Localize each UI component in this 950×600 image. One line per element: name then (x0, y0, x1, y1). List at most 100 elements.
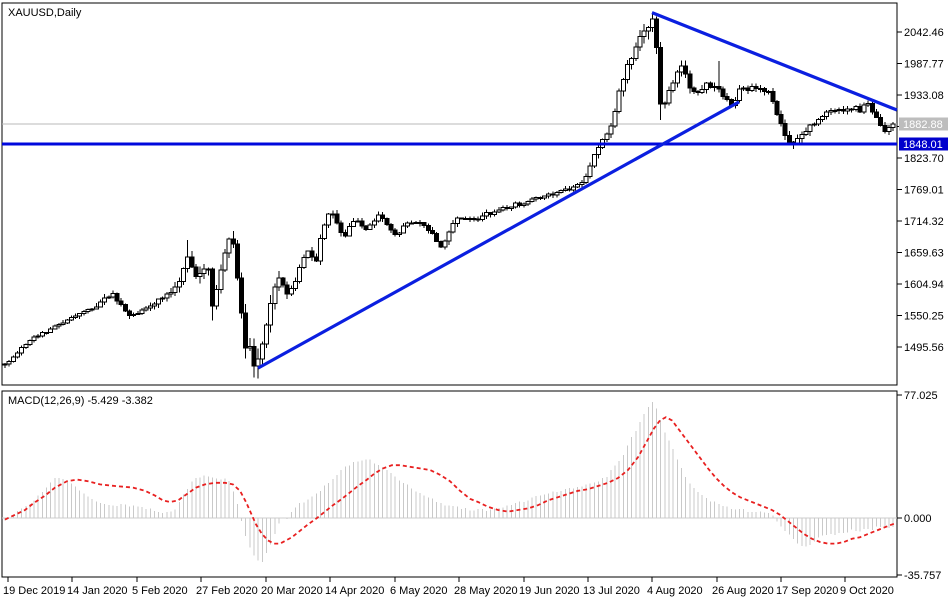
candle-body (417, 221, 423, 224)
candle-body (782, 123, 788, 136)
candle-body (255, 358, 261, 367)
candle-body (815, 119, 821, 125)
hline-badge-bg (899, 137, 948, 151)
candle-body (483, 211, 489, 217)
candle-body (243, 312, 249, 349)
candle-body (799, 134, 805, 140)
candle-body (93, 306, 99, 310)
time-axis-label: 9 Oct 2020 (840, 585, 894, 597)
candle-body (222, 252, 228, 271)
candle-body (786, 134, 792, 143)
candle-body (832, 109, 838, 112)
candle-body (492, 211, 498, 215)
candle-body (268, 302, 274, 326)
candle-body (247, 346, 253, 349)
candle-body (504, 207, 510, 210)
candle-body (604, 133, 610, 140)
candle-body (31, 336, 37, 342)
time-axis-label: 14 Jan 2020 (67, 585, 128, 597)
candle-body (110, 293, 116, 298)
candle-body (396, 232, 402, 235)
candle-body (591, 154, 597, 167)
descending-trendline[interactable] (651, 11, 898, 112)
candle-body (363, 225, 369, 230)
candle-body (6, 360, 12, 365)
trendlines-group[interactable] (257, 11, 898, 370)
candle-body (39, 332, 45, 337)
candle-body (488, 211, 494, 215)
candle-body (882, 124, 888, 132)
candle-body (699, 89, 705, 94)
candle-body (131, 314, 137, 317)
candle-body (496, 209, 502, 213)
candle-body (388, 224, 394, 231)
candle-body (193, 266, 199, 277)
candle-body (641, 30, 647, 38)
candle-body (434, 232, 440, 242)
candle-body (583, 175, 589, 183)
candle-body (14, 352, 20, 358)
candle-body (218, 269, 224, 291)
candle-body (745, 87, 751, 91)
candle-body (566, 188, 572, 191)
candle-body (712, 86, 718, 89)
candle-body (703, 82, 709, 91)
macd-signal-line (4, 416, 896, 545)
candle-body (139, 309, 145, 314)
candle-body (625, 64, 630, 80)
time-axis-label: 5 Feb 2020 (132, 585, 188, 597)
candle-body (459, 217, 464, 220)
hline-badge-label: 1848.01 (903, 139, 943, 151)
candle-body (550, 193, 556, 196)
candle-body (649, 18, 655, 28)
candle-body (276, 277, 282, 288)
candle-body (239, 277, 245, 314)
time-axis-label: 4 Aug 2020 (647, 585, 703, 597)
candle-body (73, 315, 79, 318)
candle-body (824, 111, 830, 117)
price-axis-label: 2042.46 (904, 27, 944, 39)
symbol-label: XAUUSD,Daily (8, 7, 82, 19)
candle-body (442, 240, 448, 248)
candle-body (68, 316, 74, 321)
candle-body (608, 125, 614, 135)
time-axis-label: 17 Sep 2020 (776, 585, 838, 597)
candle-body (554, 191, 560, 196)
price-axis-label: 1659.63 (904, 248, 944, 260)
candle-body (454, 217, 460, 225)
candle-body (259, 343, 265, 360)
candle-body (106, 296, 112, 299)
candle-body (612, 110, 618, 127)
candle-body (616, 90, 622, 112)
candle-body (64, 319, 70, 324)
candle-body (463, 217, 469, 220)
candles-group[interactable] (2, 12, 896, 379)
candle-body (284, 284, 290, 295)
candle-body (446, 231, 452, 242)
macd-axis[interactable]: 77.025 0.000 -35.757 (897, 390, 941, 582)
candle-body (400, 225, 406, 234)
time-axis[interactable]: 19 Dec 2019 14 Jan 2020 5 Feb 2020 27 Feb 2… (3, 577, 894, 597)
candle-body (716, 86, 722, 90)
candle-body (81, 310, 87, 314)
candle-body (176, 280, 182, 288)
candle-body (757, 87, 763, 90)
price-panel-frame (1, 2, 898, 386)
candle-body (778, 113, 784, 125)
candle-body (305, 250, 311, 258)
candle-body (330, 213, 336, 216)
candle-body (346, 225, 352, 237)
candle-body (670, 82, 676, 92)
ascending-trendline[interactable] (257, 100, 740, 370)
candle-body (52, 325, 58, 330)
candle-body (890, 123, 896, 129)
price-axis-label: 1823.70 (904, 153, 944, 165)
candle-body (691, 87, 697, 92)
candle-body (512, 202, 518, 208)
candle-body (766, 91, 772, 94)
candle-body (857, 105, 863, 113)
candle-body (156, 298, 162, 305)
price-axis[interactable]: 2042.461987.771933.081878.391823.701769.… (897, 27, 944, 354)
candle-body (475, 218, 481, 221)
